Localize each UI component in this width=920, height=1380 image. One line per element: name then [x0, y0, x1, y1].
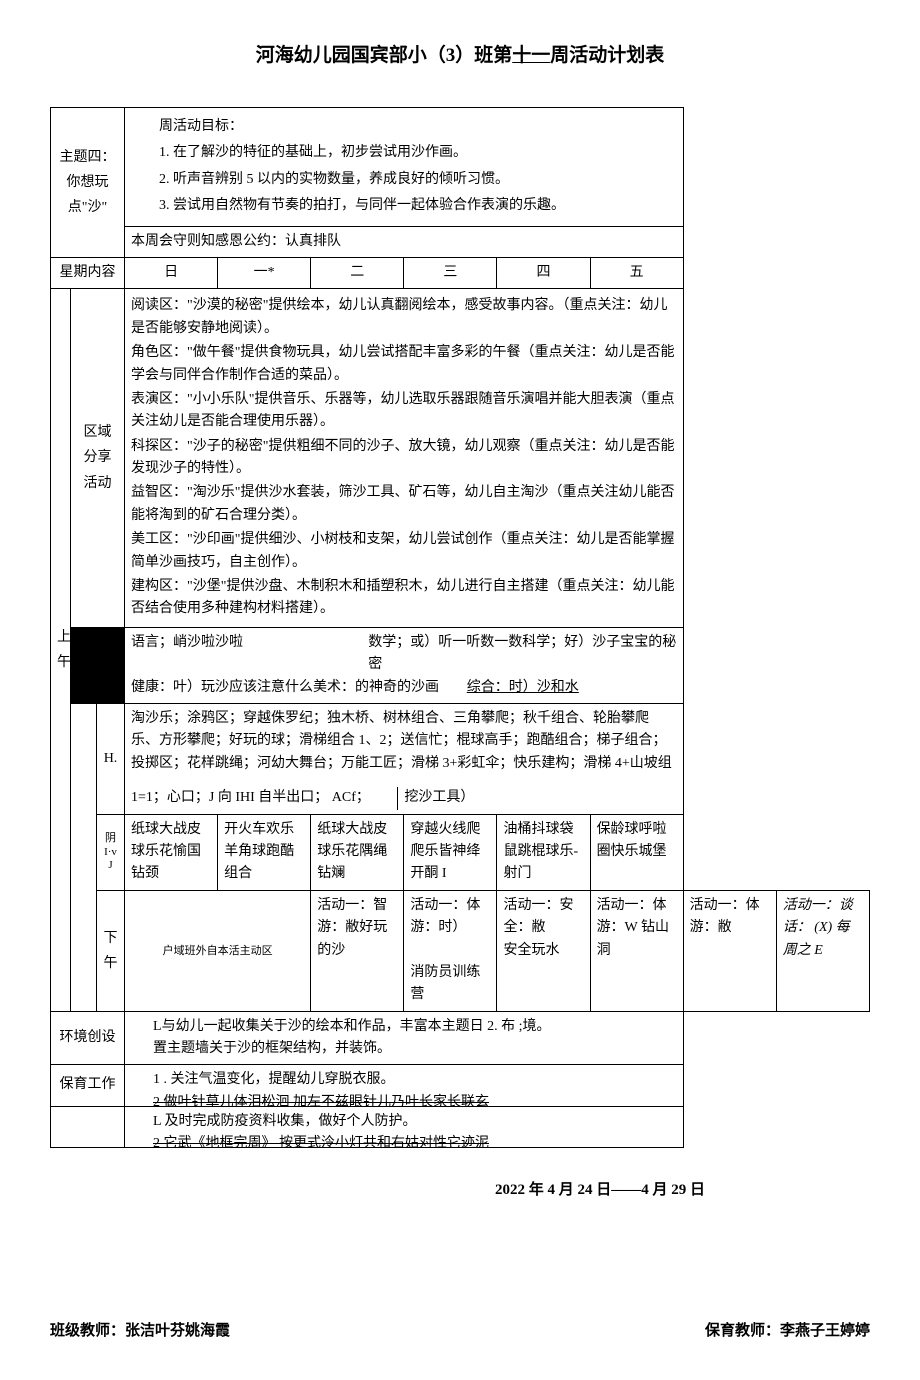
env-label: 环境创设: [51, 1011, 125, 1065]
day-fri: 五: [590, 257, 683, 288]
env-content: L与幼儿一起收集关于沙的绘本和作品，丰富本主题日 2. 布 ;境。 置主题墙关于…: [125, 1011, 684, 1065]
coll-2l: 健康：叶）玩沙应该注意什么美术：的神奇的沙画: [131, 677, 467, 699]
weekly-goals: 周活动目标： 1. 在了解沙的特征的基础上，初步尝试用沙作画。 2. 听声音辨别…: [125, 108, 684, 227]
theme-label: 主题四：你想玩点"沙": [51, 108, 125, 258]
day-tue: 二: [311, 257, 404, 288]
title-suffix: 周活动计划表: [550, 45, 664, 66]
care-label: 保育工作: [51, 1065, 125, 1106]
goal-3: 3. 尝试用自然物有节奏的拍打，与同伴一起体验合作表演的乐趣。: [131, 195, 677, 217]
footer: 班级教师：张洁叶芬姚海霞 保育教师：李燕子王婷婷: [50, 1319, 870, 1340]
day-thu: 四: [497, 257, 590, 288]
nurse-names: 李燕子王婷婷: [780, 1323, 870, 1339]
outdoor-sublabel: H.: [97, 703, 125, 814]
hc-1: L 及时完成防疫资料收集，做好个人防护。: [153, 1111, 677, 1133]
pm-mon: 活动一：体游：时） 消防员训练营: [404, 890, 497, 1011]
outdoor-sub-l: 1=1；心口；J 向 IHI 自半出口； ACf；: [131, 787, 403, 809]
date-line: 2022 年 4 月 24 日——4 月 29 日: [50, 1178, 870, 1199]
shade-sun: 纸球大战皮球乐花愉国钻颈: [125, 814, 218, 890]
weekday-header-label: 星期内容: [51, 257, 125, 288]
shade-mon: 开火车欢乐羊角球跑酷组合: [218, 814, 311, 890]
area-line: 益智区："淘沙乐"提供沙水套装，筛沙工具、矿石等，幼儿自主淘沙（重点关注幼儿能否…: [131, 482, 677, 527]
outdoor-label-col: [71, 703, 97, 1011]
outdoor-list-text: 淘沙乐；涂鸦区；穿越侏罗纪；独木桥、树林组合、三角攀爬；秋千组合、轮胎攀爬乐、方…: [131, 708, 677, 775]
shade-thu: 油桶抖球袋鼠跳棍球乐-射门: [497, 814, 590, 890]
collective-content: 语言；峭沙啦沙啦数学；或）听一听数一数科学；好）沙子宝宝的秘密 健康：叶）玩沙应…: [125, 627, 684, 703]
nurse: 保育教师：李燕子王婷婷: [705, 1319, 870, 1340]
teachers-names: 张洁叶芬姚海霞: [125, 1323, 230, 1339]
pm-thu: 活动一：体游：敝: [683, 890, 776, 1011]
day-mon: 一*: [218, 257, 311, 288]
pm-fri: 活动一：谈话： (X) 每周之 E: [776, 890, 869, 1011]
pm-label: 下午: [97, 890, 125, 1011]
shade-tue: 纸球大战皮球乐花隅绳钻斓: [311, 814, 404, 890]
homecontact-label: [51, 1106, 125, 1147]
area-line: 建构区："沙堡"提供沙盘、木制积木和插塑积木，幼儿进行自主搭建（重点关注：幼儿能…: [131, 576, 677, 621]
title-prefix: 河海幼儿园国宾部小（3）班第: [256, 45, 513, 66]
outdoor-list: 淘沙乐；涂鸦区；穿越侏罗纪；独木桥、树林组合、三角攀爬；秋千组合、轮胎攀爬乐、方…: [125, 703, 684, 814]
day-wed: 三: [404, 257, 497, 288]
goals-heading: 周活动目标：: [131, 116, 677, 138]
goal-2: 2. 听声音辨别 5 以内的实物数量，养成良好的倾听习惯。: [131, 169, 677, 191]
nurse-label: 保育教师：: [705, 1323, 780, 1339]
am-label: 上午: [51, 289, 71, 1011]
teachers: 班级教师：张洁叶芬姚海霞: [50, 1319, 230, 1340]
pm-sun: 活动一：智游：敝好玩的沙: [311, 890, 404, 1011]
pm-tue: 活动一：安全：敝 安全玩水: [497, 890, 590, 1011]
page-title: 河海幼儿园国宾部小（3）班第十一周活动计划表: [50, 40, 870, 67]
care-2: 2 做叶针草儿体泪松洄 加左不兹眼针儿乃叶长家长联玄: [153, 1092, 677, 1106]
care-content: 1 . 关注气温变化，提醒幼儿穿脱衣服。 2 做叶针草儿体泪松洄 加左不兹眼针儿…: [125, 1065, 684, 1106]
area-line: 角色区："做午餐"提供食物玩具，幼儿尝试搭配丰富多彩的午餐（重点关注：幼儿是否能…: [131, 342, 677, 387]
outdoor-sub-r: 挖沙工具）: [397, 787, 676, 809]
teachers-label: 班级教师：: [50, 1323, 125, 1339]
pm-area-label: 户域班外自本活主动区: [125, 890, 311, 1011]
shade-wed: 穿越火线爬爬乐皆神绛开酮 I: [404, 814, 497, 890]
plan-table: 主题四：你想玩点"沙" 周活动目标： 1. 在了解沙的特征的基础上，初步尝试用沙…: [50, 107, 870, 1148]
area-line: 科探区："沙子的秘密"提供粗细不同的沙子、放大镜，幼儿观察（重点关注：幼儿是否能…: [131, 436, 677, 481]
hc-2: 2 它武《地框完周》 按更式泠小灯共和右姑对性它迹泥: [153, 1133, 677, 1147]
shade-label: 阴 I·v J: [97, 814, 125, 890]
coll-1r: 数学；或）听一听数一数科学；好）沙子宝宝的秘密: [368, 632, 676, 677]
pm-wed: 活动一：体游：W 钻山洞: [590, 890, 683, 1011]
coll-1l: 语言；峭沙啦沙啦: [131, 632, 368, 677]
collective-label: [71, 627, 125, 703]
homecontact-content: L 及时完成防疫资料收集，做好个人防护。 2 它武《地框完周》 按更式泠小灯共和…: [125, 1106, 684, 1147]
area-line: 美工区："沙印画"提供细沙、小树枝和支架，幼儿尝试创作（重点关注：幼儿是否能掌握…: [131, 529, 677, 574]
areas-content: 阅读区："沙漠的秘密"提供绘本，幼儿认真翻阅绘本，感受故事内容。（重点关注：幼儿…: [125, 289, 684, 627]
goal-1: 1. 在了解沙的特征的基础上，初步尝试用沙作画。: [131, 142, 677, 164]
convention: 本周会守则知感恩公约：认真排队: [125, 226, 684, 257]
day-sun: 日: [125, 257, 218, 288]
coll-2r: 综合：时）沙和水: [467, 677, 677, 699]
title-week: 十一: [512, 45, 550, 66]
areas-label: 区域分享活动: [71, 289, 125, 627]
area-line: 阅读区："沙漠的秘密"提供绘本，幼儿认真翻阅绘本，感受故事内容。（重点关注：幼儿…: [131, 295, 677, 340]
care-1: 1 . 关注气温变化，提醒幼儿穿脱衣服。: [153, 1069, 677, 1091]
area-line: 表演区："小小乐队"提供音乐、乐器等，幼儿选取乐器跟随音乐演唱并能大胆表演（重点…: [131, 389, 677, 434]
shade-fri: 保龄球呼啦圈快乐城堡: [590, 814, 683, 890]
